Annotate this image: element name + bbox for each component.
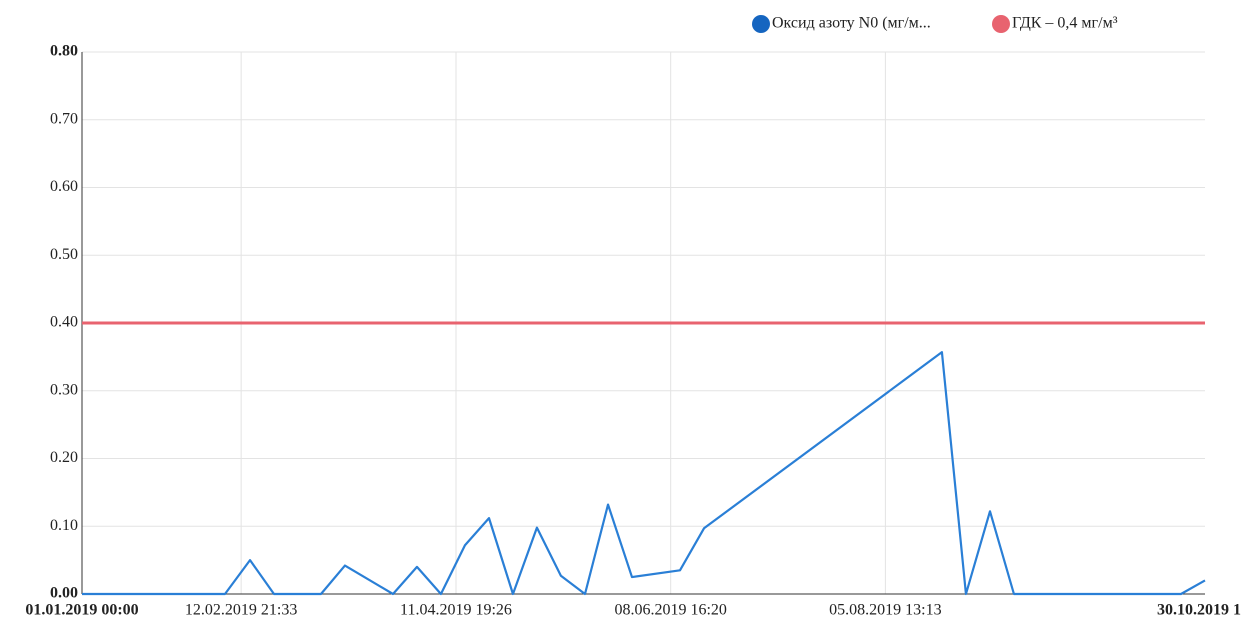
y-tick-label: 0.60: [50, 178, 78, 195]
y-tick-label: 0.30: [50, 381, 78, 398]
x-tick-label: 01.01.2019 00:00: [25, 602, 138, 619]
x-tick-label: 30.10.2019 1: [1157, 602, 1241, 619]
y-tick-label: 0.20: [50, 449, 78, 466]
y-tick-label: 0.50: [50, 246, 78, 263]
series-line: [82, 351, 1206, 596]
legend-label: Оксид азоту N0 (мг/м...: [772, 15, 931, 32]
legend-label: ГДК – 0,4 мг/м³: [1012, 15, 1118, 32]
y-tick-label: 0.40: [50, 314, 78, 331]
y-tick-label: 0.00: [50, 585, 78, 602]
y-tick-label: 0.80: [50, 43, 78, 60]
x-tick-label: 12.02.2019 21:33: [185, 602, 297, 619]
y-tick-label: 0.10: [50, 517, 78, 534]
legend-marker: [992, 15, 1010, 33]
x-tick-label: 11.04.2019 19:26: [400, 602, 512, 619]
legend-marker: [752, 15, 770, 33]
y-tick-label: 0.70: [50, 110, 78, 127]
x-tick-label: 05.08.2019 13:13: [829, 602, 941, 619]
x-tick-label: 08.06.2019 16:20: [614, 602, 726, 619]
